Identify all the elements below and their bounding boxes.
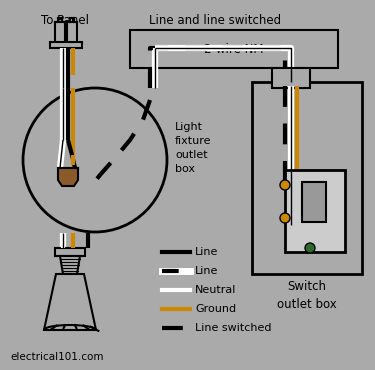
- Polygon shape: [44, 274, 96, 330]
- Text: Switch
outlet box: Switch outlet box: [277, 280, 337, 311]
- Text: Line and line switched: Line and line switched: [149, 14, 281, 27]
- Bar: [67, 22, 77, 44]
- Text: Line: Line: [195, 266, 218, 276]
- Text: 2-wire NM: 2-wire NM: [204, 43, 264, 56]
- Text: Light
fixture
outlet
box: Light fixture outlet box: [175, 122, 211, 174]
- Text: Line: Line: [195, 247, 218, 257]
- Circle shape: [305, 243, 315, 253]
- FancyBboxPatch shape: [130, 30, 338, 68]
- Text: Neutral: Neutral: [195, 285, 236, 295]
- Bar: [272, 68, 310, 88]
- Text: Line switched: Line switched: [195, 323, 272, 333]
- Bar: [50, 42, 82, 48]
- Bar: [302, 182, 326, 222]
- Text: electrical101.com: electrical101.com: [10, 352, 104, 362]
- Bar: [252, 82, 362, 274]
- Text: Ground: Ground: [195, 304, 236, 314]
- Bar: [285, 170, 345, 252]
- Bar: [55, 22, 65, 44]
- Circle shape: [280, 213, 290, 223]
- Polygon shape: [58, 168, 78, 186]
- Polygon shape: [60, 256, 80, 274]
- Bar: [55, 248, 85, 256]
- Text: To Panel: To Panel: [41, 14, 89, 27]
- Circle shape: [280, 180, 290, 190]
- Circle shape: [23, 88, 167, 232]
